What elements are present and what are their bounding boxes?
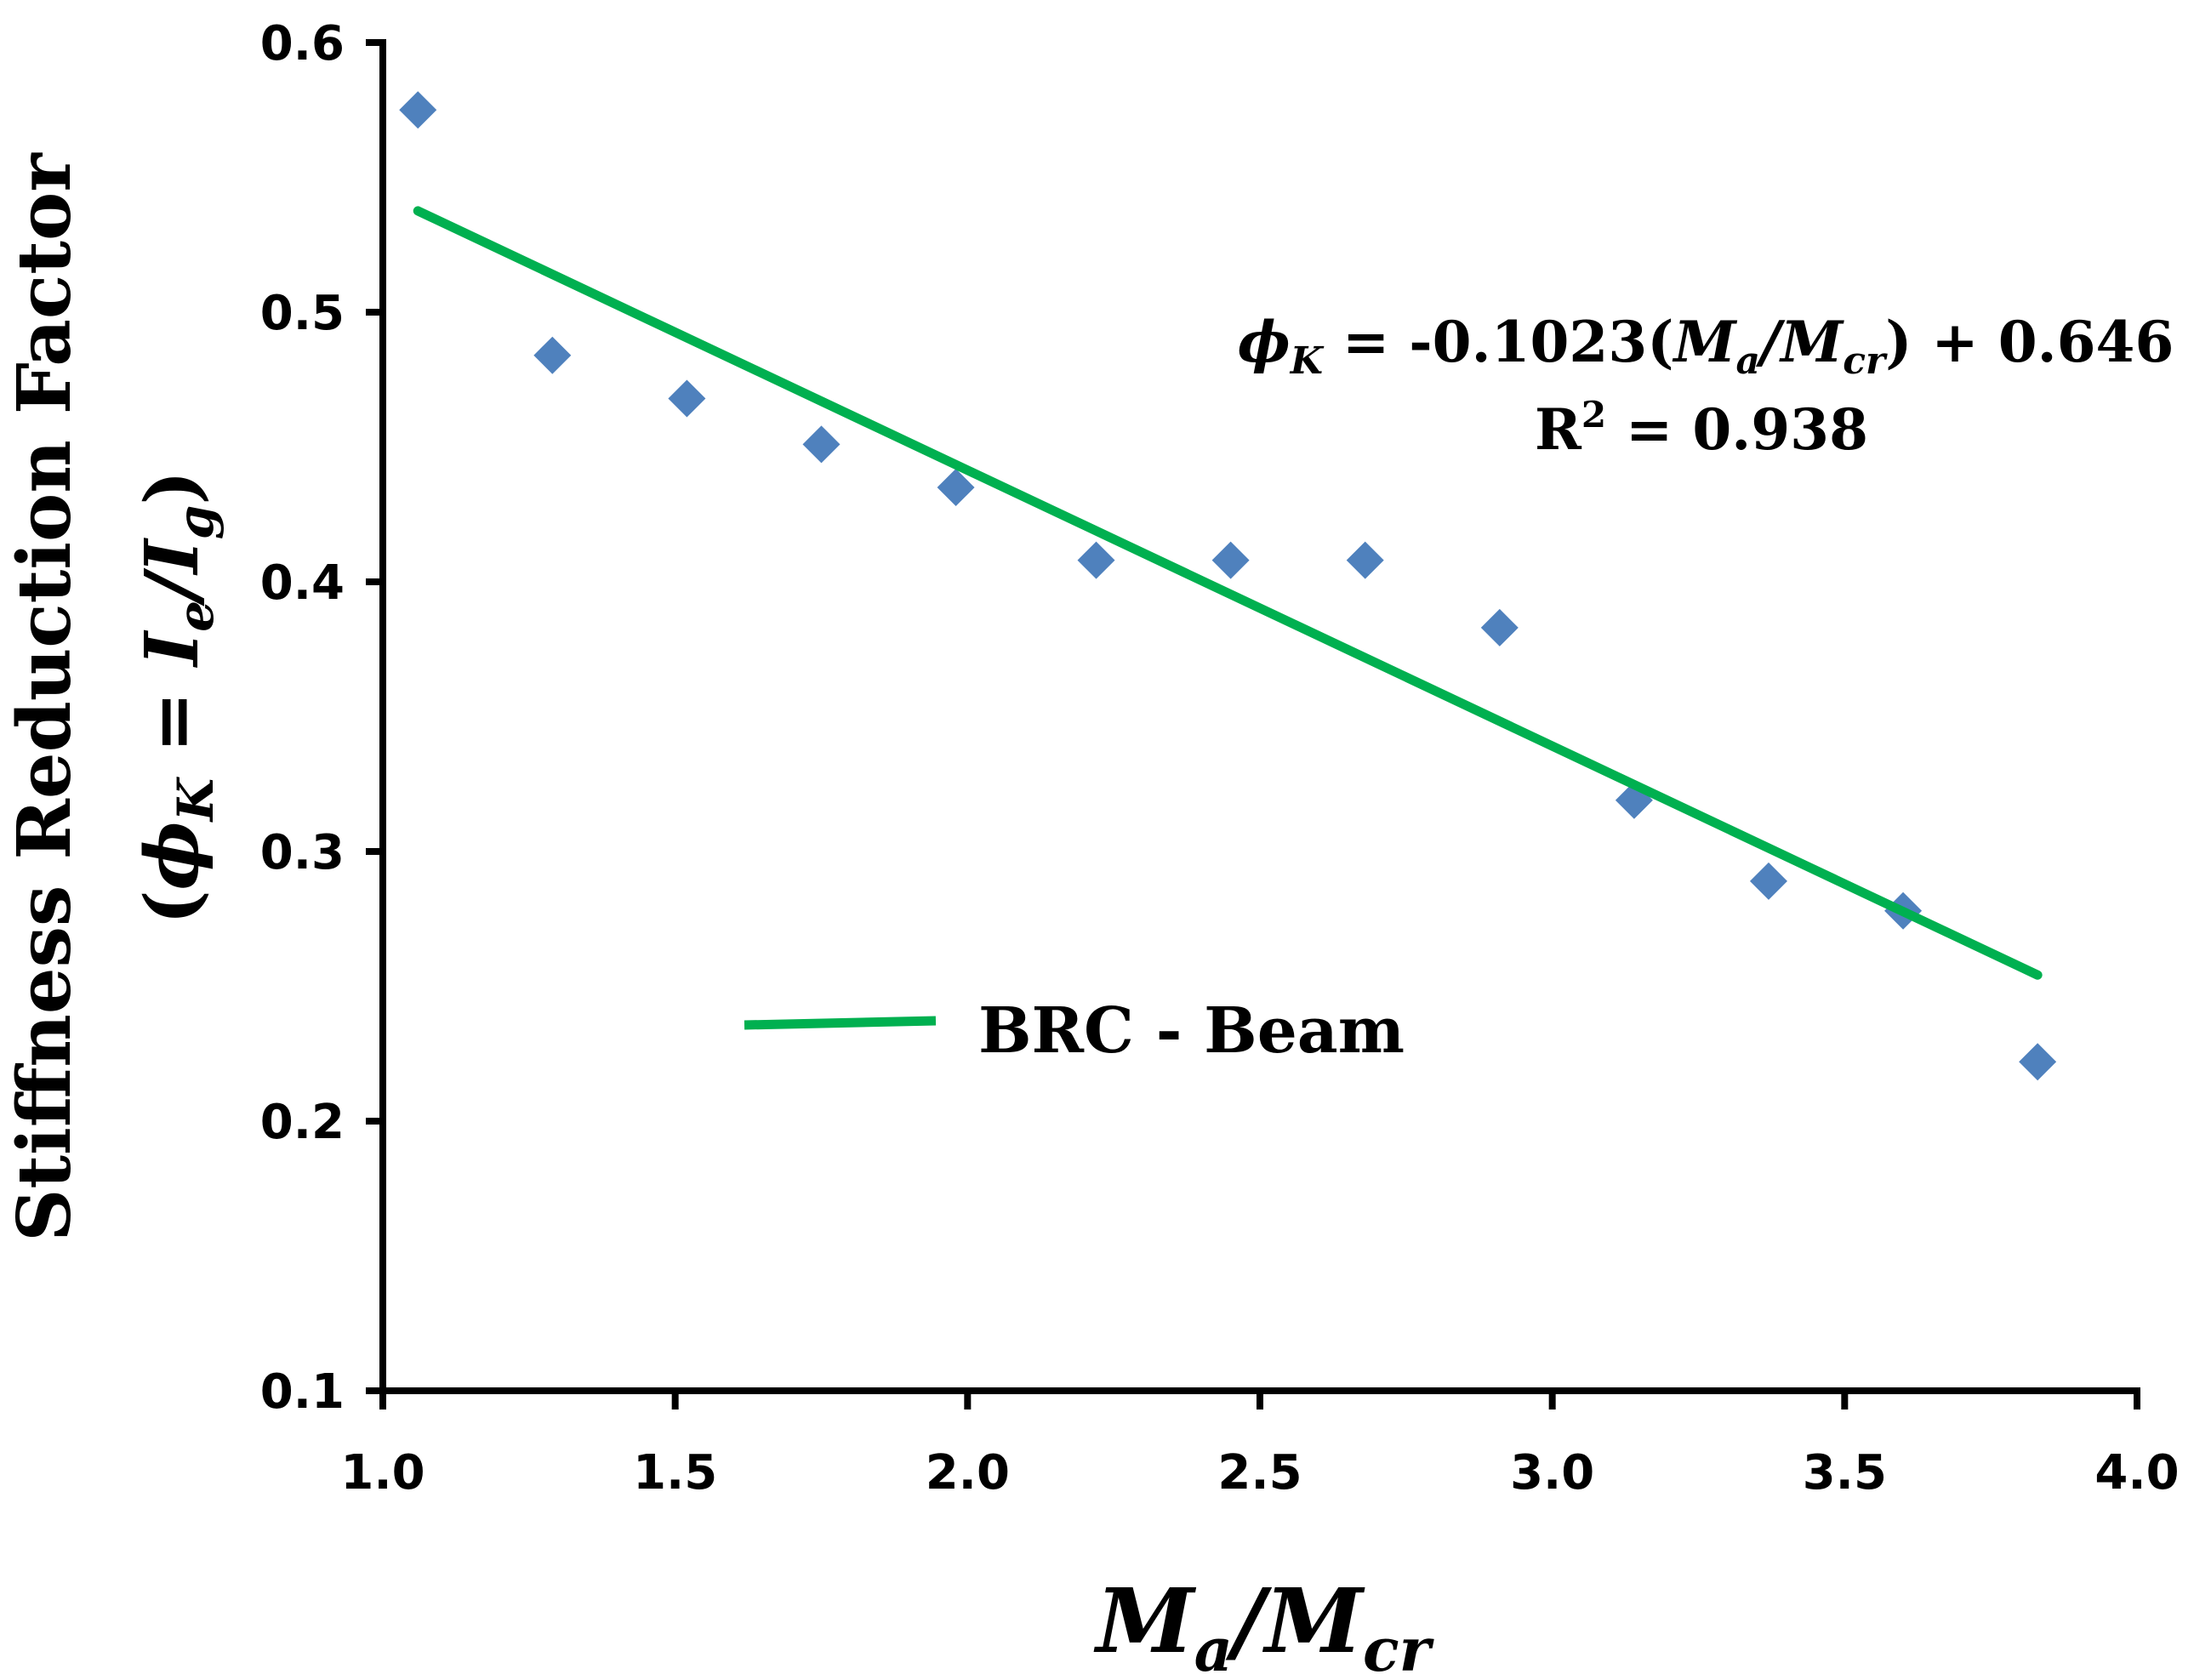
equation-phi-sub: K <box>1289 339 1325 383</box>
y-title-i1-sub: e <box>167 601 225 632</box>
data-point-marker <box>1480 608 1519 646</box>
x-tick-label: 2.0 <box>926 1445 1010 1501</box>
x-ticks: 1.0 1.5 2.0 2.5 3.0 3.5 4.0 <box>340 1391 2180 1501</box>
data-point-marker <box>533 336 572 374</box>
r-squared-r: R <box>1535 396 1582 463</box>
x-title-m: M <box>1093 1569 1196 1673</box>
x-tick-label: 1.5 <box>633 1445 717 1501</box>
y-tick-label: 0.3 <box>260 825 345 880</box>
x-tick-label: 3.0 <box>1510 1445 1594 1501</box>
x-title-sub-a: a <box>1194 1615 1233 1676</box>
equation-m1: M <box>1672 309 1737 375</box>
y-title-slash: / <box>129 567 215 607</box>
equation-m2: M <box>1779 309 1844 375</box>
y-title-i2-sub: g <box>167 505 225 540</box>
data-point-marker <box>937 469 975 507</box>
equation-part1: = -0.1023( <box>1323 309 1673 375</box>
data-point-marker <box>2019 1043 2057 1081</box>
y-title-i1: I <box>129 629 215 669</box>
y-tick-label: 0.6 <box>260 16 345 71</box>
y-title-line2: (ϕK = Ie/Ig) <box>129 470 225 925</box>
data-point-marker <box>1211 541 1250 579</box>
y-tick-label: 0.2 <box>260 1095 345 1150</box>
x-tick-label: 4.0 <box>2094 1445 2179 1501</box>
y-title-phi: ϕ <box>129 821 215 890</box>
legend-swatch-line <box>744 1016 937 1030</box>
equation-m2-sub: cr <box>1843 339 1888 383</box>
y-title-phi-sub: K <box>167 776 225 823</box>
markers-layer <box>399 91 2057 1081</box>
equation-part2: ) + 0.646 <box>1885 309 2174 375</box>
y-ticks: 0.1 0.2 0.3 0.4 0.5 0.6 <box>260 16 383 1420</box>
data-point-marker <box>399 91 437 129</box>
x-tick-label: 2.5 <box>1217 1445 1302 1501</box>
equation-m1-sub: a <box>1736 339 1761 383</box>
trendline <box>413 206 2043 980</box>
x-tick-label: 1.0 <box>340 1445 425 1501</box>
x-title-m2: M <box>1262 1569 1365 1673</box>
data-point-marker <box>1077 541 1115 579</box>
data-point-marker <box>1749 862 1787 900</box>
data-point-marker <box>802 425 841 464</box>
r-squared-sup: 2 <box>1581 394 1606 436</box>
legend-label: BRC - Beam <box>978 994 1405 1068</box>
y-title-eq: = <box>129 666 215 778</box>
r-squared-value: = 0.938 <box>1606 396 1868 463</box>
legend: BRC - Beam <box>744 994 1405 1068</box>
y-axis-title: Stiffness Reduction Factor (ϕK = Ie/Ig) <box>2 152 225 1242</box>
y-tick-label: 0.1 <box>260 1364 345 1420</box>
y-title-line1: Stiffness Reduction Factor <box>2 152 88 1242</box>
regression-equation: ϕK = -0.1023(Ma/Mcr) + 0.646 <box>1238 309 2174 383</box>
y-title-i2: I <box>129 537 215 576</box>
y-tick-label: 0.5 <box>260 286 345 341</box>
data-point-marker <box>1346 541 1384 579</box>
x-tick-label: 3.5 <box>1803 1445 1887 1501</box>
y-tick-label: 0.4 <box>260 555 345 611</box>
x-title-slash: / <box>1225 1569 1273 1673</box>
y-title-close: ) <box>129 470 215 505</box>
x-axis-title: Ma/Mcr <box>1093 1569 1434 1676</box>
y-title-open: ( <box>129 890 215 925</box>
equation-phi: ϕ <box>1238 309 1291 375</box>
x-title-sub-cr: cr <box>1363 1615 1435 1676</box>
data-point-marker <box>668 379 706 418</box>
r-squared-label: R2 = 0.938 <box>1535 394 1868 463</box>
equation-slash: / <box>1755 309 1786 375</box>
